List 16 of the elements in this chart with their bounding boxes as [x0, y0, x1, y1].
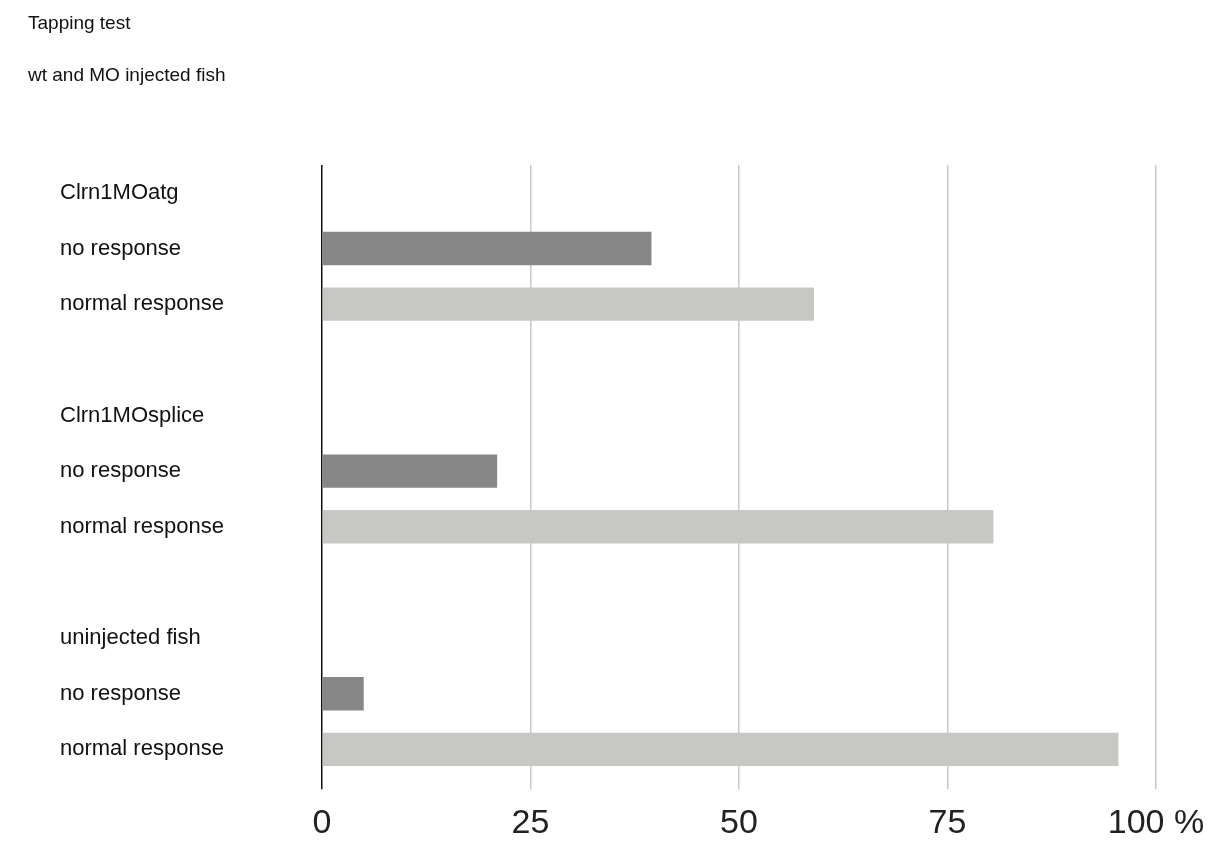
x-tick-label: 100 % [1107, 801, 1205, 840]
y-tick-label: normal response [60, 512, 224, 538]
x-tick-label: 50 [720, 801, 758, 840]
y-tick-label: no response [60, 679, 182, 705]
y-tick-label: normal response [60, 735, 224, 761]
x-tick-label: 0 [312, 801, 332, 840]
x-tick-label: 75 [928, 801, 967, 840]
y-tick-label: Clrn1MOsplice [60, 401, 205, 427]
y-tick-label: Clrn1MOatg [60, 178, 179, 204]
x-tick-label: 25 [511, 801, 550, 840]
text: wt and MO injected fish [28, 64, 226, 86]
y-tick-label: no response [60, 457, 182, 483]
y-tick-label: no response [60, 234, 182, 260]
y-tick-label: normal response [60, 290, 224, 316]
y-tick-label: uninjected fish [60, 624, 201, 650]
text: Tapping test [28, 12, 131, 34]
